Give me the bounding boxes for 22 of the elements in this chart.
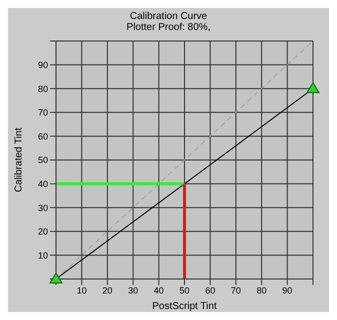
x-tick-label: 30 <box>128 285 138 296</box>
y-tick-label: 90 <box>38 60 48 70</box>
x-tick-label: 90 <box>282 285 292 296</box>
chart-title: Calibration Curve <box>128 11 208 22</box>
y-tick-label: 60 <box>38 131 48 142</box>
x-tick-label: 80 <box>256 285 267 296</box>
x-tick-label: 60 <box>205 285 216 296</box>
y-tick-label: 80 <box>38 84 48 94</box>
y-tick-label: 50 <box>38 155 48 166</box>
x-tick-label: 50 <box>179 285 190 296</box>
y-tick-label: 30 <box>38 202 48 213</box>
y-axis-title: Calibrated Tint <box>14 128 25 192</box>
x-axis-title: PostScript Tint <box>152 301 217 312</box>
chart-subtitle: Plotter Proof: 80%, <box>126 22 212 33</box>
y-tick-label: 40 <box>38 178 48 189</box>
x-tick-label: 20 <box>102 285 112 296</box>
y-tick-label: 70 <box>38 108 48 118</box>
x-tick-label: 70 <box>230 285 241 296</box>
y-tick-label: 20 <box>38 226 48 237</box>
x-tick-label: 10 <box>76 285 87 296</box>
x-tick-label: 40 <box>154 285 164 296</box>
y-tick-label: 10 <box>38 250 48 260</box>
